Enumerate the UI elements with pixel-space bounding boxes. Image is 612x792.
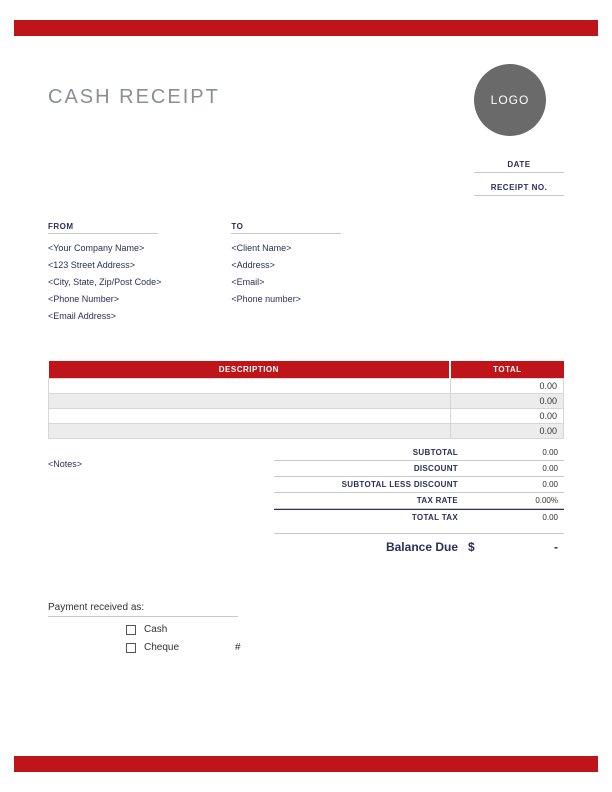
balance-due-value: - xyxy=(488,540,564,554)
table-row: 0.00 xyxy=(49,409,564,424)
from-line: <City, State, Zip/Post Code> xyxy=(48,274,161,291)
payment-heading: Payment received as: xyxy=(48,602,238,617)
to-line: <Address> xyxy=(231,257,341,274)
tax-rate-row: TAX RATE 0.00% xyxy=(274,493,564,509)
payment-cheque-row: Cheque # xyxy=(126,642,564,653)
discount-row: DISCOUNT 0.00 xyxy=(274,461,564,477)
tax-rate-value: 0.00% xyxy=(468,496,564,505)
cheque-label: Cheque xyxy=(144,642,179,653)
item-description[interactable] xyxy=(49,409,451,424)
item-total[interactable]: 0.00 xyxy=(450,394,563,409)
subtotal-row: SUBTOTAL 0.00 xyxy=(274,445,564,461)
total-tax-row: TOTAL TAX 0.00 xyxy=(274,509,564,525)
page-title: CASH RECEIPT xyxy=(48,86,220,109)
total-tax-label: TOTAL TAX xyxy=(274,513,468,522)
top-accent-band xyxy=(14,20,598,36)
table-row: 0.00 xyxy=(49,424,564,439)
total-tax-value: 0.00 xyxy=(468,513,564,522)
header-right: LOGO DATE RECEIPT NO. xyxy=(474,64,564,196)
subtotal-value: 0.00 xyxy=(468,448,564,457)
meta-block: DATE RECEIPT NO. xyxy=(474,160,564,196)
page-content: CASH RECEIPT LOGO DATE RECEIPT NO. FROM … xyxy=(48,64,564,653)
subtotal-less-value: 0.00 xyxy=(468,480,564,489)
to-heading: TO xyxy=(231,222,341,234)
table-row: 0.00 xyxy=(49,394,564,409)
below-table: <Notes> SUBTOTAL 0.00 DISCOUNT 0.00 SUBT… xyxy=(48,445,564,554)
bottom-accent-band xyxy=(14,756,598,772)
to-line: <Client Name> xyxy=(231,240,341,257)
item-description[interactable] xyxy=(49,394,451,409)
balance-due-row: Balance Due $ - xyxy=(274,533,564,554)
from-line: <123 Street Address> xyxy=(48,257,161,274)
discount-value: 0.00 xyxy=(468,464,564,473)
logo-text: LOGO xyxy=(491,93,530,107)
logo-placeholder: LOGO xyxy=(474,64,546,136)
header-row: CASH RECEIPT LOGO DATE RECEIPT NO. xyxy=(48,64,564,196)
payment-block: Payment received as: Cash Cheque # xyxy=(48,602,564,653)
subtotal-label: SUBTOTAL xyxy=(274,448,468,457)
col-total: TOTAL xyxy=(450,361,563,379)
balance-due-currency: $ xyxy=(468,540,488,554)
payment-cash-row: Cash xyxy=(126,624,564,635)
to-line: <Email> xyxy=(231,274,341,291)
cheque-number-hash: # xyxy=(235,642,241,653)
item-description[interactable] xyxy=(49,379,451,394)
parties-row: FROM <Your Company Name> <123 Street Add… xyxy=(48,222,564,325)
date-label: DATE xyxy=(474,160,564,173)
items-table: DESCRIPTION TOTAL 0.00 0.00 0.00 0.00 xyxy=(48,361,564,439)
to-line: <Phone number> xyxy=(231,291,341,308)
cheque-checkbox[interactable] xyxy=(126,643,136,653)
notes-field[interactable]: <Notes> xyxy=(48,445,274,554)
receipt-no-label: RECEIPT NO. xyxy=(474,183,564,196)
item-total[interactable]: 0.00 xyxy=(450,424,563,439)
cash-label: Cash xyxy=(144,624,167,635)
item-description[interactable] xyxy=(49,424,451,439)
subtotal-less-row: SUBTOTAL LESS DISCOUNT 0.00 xyxy=(274,477,564,493)
from-line: <Phone Number> xyxy=(48,291,161,308)
subtotal-less-label: SUBTOTAL LESS DISCOUNT xyxy=(274,480,468,489)
item-total[interactable]: 0.00 xyxy=(450,409,563,424)
from-line: <Your Company Name> xyxy=(48,240,161,257)
cash-checkbox[interactable] xyxy=(126,625,136,635)
from-heading: FROM xyxy=(48,222,158,234)
discount-label: DISCOUNT xyxy=(274,464,468,473)
balance-due-label: Balance Due xyxy=(274,540,468,554)
to-block: TO <Client Name> <Address> <Email> <Phon… xyxy=(231,222,341,325)
from-block: FROM <Your Company Name> <123 Street Add… xyxy=(48,222,161,325)
table-row: 0.00 xyxy=(49,379,564,394)
from-line: <Email Address> xyxy=(48,308,161,325)
col-description: DESCRIPTION xyxy=(49,361,451,379)
item-total[interactable]: 0.00 xyxy=(450,379,563,394)
tax-rate-label: TAX RATE xyxy=(274,496,468,505)
totals-block: SUBTOTAL 0.00 DISCOUNT 0.00 SUBTOTAL LES… xyxy=(274,445,564,554)
